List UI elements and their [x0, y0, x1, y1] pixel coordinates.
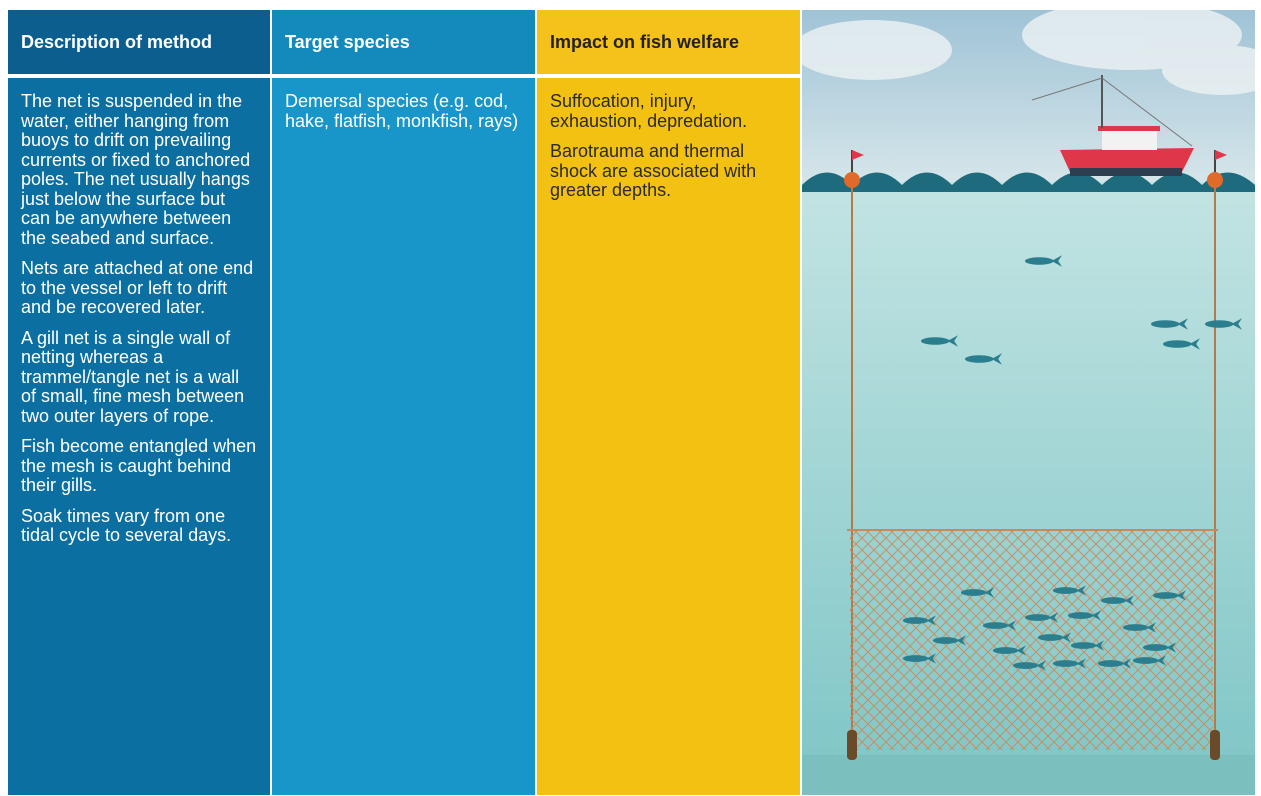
paragraph: A gill net is a single wall of netting w… [21, 329, 257, 427]
waves [802, 173, 1255, 193]
weight [1210, 730, 1220, 760]
page: Description of method Target species Imp… [0, 0, 1261, 796]
paragraph: The net is suspended in the water, eithe… [21, 92, 257, 248]
header-cell: Description of method [8, 10, 270, 74]
buoy [1207, 172, 1223, 188]
table-cell: Demersal species (e.g. cod, hake, flatfi… [272, 78, 535, 795]
gillnet-illustration [802, 10, 1255, 795]
header-cell: Target species [272, 10, 535, 74]
paragraph: Nets are attached at one end to the vess… [21, 259, 257, 318]
buoy [844, 172, 860, 188]
paragraph: Fish become entangled when the mesh is c… [21, 437, 257, 496]
table-cell: The net is suspended in the water, eithe… [8, 78, 270, 795]
paragraph: Soak times vary from one tidal cycle to … [21, 507, 257, 546]
paragraph: Barotrauma and thermal shock are associa… [550, 142, 787, 201]
table-cell: Suffocation, injury, exhaustion, depreda… [537, 78, 800, 795]
weight [847, 730, 857, 760]
paragraph: Demersal species (e.g. cod, hake, flatfi… [285, 92, 522, 131]
header-cell: Impact on fish welfare [537, 10, 800, 74]
seabed [802, 755, 1255, 795]
net [850, 530, 1213, 750]
paragraph: Suffocation, injury, exhaustion, depreda… [550, 92, 787, 131]
